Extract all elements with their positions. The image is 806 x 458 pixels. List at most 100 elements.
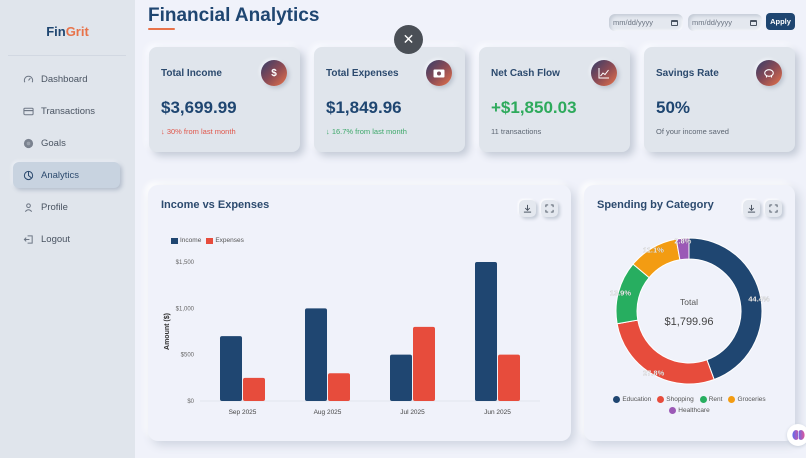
apply-button[interactable]: Apply [766, 13, 795, 30]
y-tick-label: $0 [187, 399, 194, 405]
bar-income[interactable] [305, 308, 327, 401]
sidebar-item-label: Dashboard [41, 73, 88, 85]
bar-income[interactable] [220, 336, 242, 401]
stat-card-net-cash-flow: Net Cash Flow +$1,850.03 11 transactions [479, 47, 630, 152]
bar-expenses[interactable] [413, 326, 435, 401]
x-tick-label: Sep 2025 [229, 409, 257, 416]
legend-item-groceries[interactable]: Groceries [728, 396, 766, 403]
slice-label: 13.9% [610, 289, 632, 298]
close-button[interactable]: ✕ [394, 25, 423, 54]
sidebar-item-label: Profile [41, 201, 68, 213]
y-axis-label: Amount ($) [164, 313, 171, 350]
sidebar-item-goals[interactable]: Goals [13, 130, 120, 156]
page-title: Financial Analytics [148, 5, 320, 26]
legend-label: Shopping [666, 396, 694, 403]
bar-expenses[interactable] [328, 373, 350, 401]
dollar-icon: $ [261, 60, 287, 86]
donut-slice-healthcare[interactable] [675, 237, 690, 261]
end-date-placeholder: mm/dd/yyyy [692, 18, 733, 27]
download-button[interactable] [519, 200, 536, 217]
piggy-bank-icon [756, 60, 782, 86]
sidebar: FinGrit Dashboard Transactions Goals Ana [0, 0, 135, 458]
sidebar-item-dashboard[interactable]: Dashboard [13, 66, 120, 92]
sidebar-nav: Dashboard Transactions Goals Analytics P… [13, 66, 120, 258]
app-logo[interactable]: FinGrit [0, 24, 135, 39]
target-icon [22, 137, 34, 149]
panel-title: Income vs Expenses [161, 199, 270, 211]
download-button[interactable] [743, 200, 760, 217]
spending-donut-chart: 44.4% 27.8% 13.9% 11.1% 2.8% Total $1,799.96 [610, 236, 770, 385]
donut-slice-education[interactable] [688, 237, 763, 381]
start-date-input[interactable]: mm/dd/yyyy [609, 14, 683, 31]
dollar-glyph: $ [271, 67, 277, 79]
x-tick-label: Jul 2025 [400, 409, 425, 416]
sidebar-item-label: Logout [41, 233, 71, 245]
panel-title: Spending by Category [597, 199, 714, 211]
sidebar-item-label: Analytics [41, 169, 80, 181]
bar-chart-legend: Income Expenses [171, 237, 249, 244]
logout-icon [22, 233, 34, 245]
legend-label: Rent [708, 396, 723, 403]
legend-item-income[interactable]: Income [171, 237, 201, 244]
stat-change: ↓ 30% from last month [161, 127, 236, 136]
assistant-button[interactable] [787, 424, 806, 446]
stat-card-total-expenses: Total Expenses $1,849.96 ↓ 16.7% from la… [314, 47, 465, 152]
money-bill-icon [426, 60, 452, 86]
x-tick-label: Aug 2025 [314, 409, 342, 416]
logo-grit: Grit [65, 24, 89, 39]
spending-by-category-panel: Spending by Category 44.4% 27.8% 13.9% 11.1… [584, 185, 795, 441]
sidebar-divider [8, 55, 126, 56]
legend-label: Healthcare [678, 407, 710, 414]
donut-center-label: Total [680, 297, 698, 307]
end-date-input[interactable]: mm/dd/yyyy [688, 14, 762, 31]
stat-value: 50% [656, 98, 691, 117]
calendar-icon[interactable] [671, 19, 678, 26]
legend-label: Education [622, 396, 652, 403]
bar-income[interactable] [475, 262, 497, 401]
stat-label: Savings Rate [656, 68, 719, 79]
legend-label: Income [180, 237, 202, 244]
sidebar-item-logout[interactable]: Logout [13, 226, 120, 252]
legend-item-rent[interactable]: Rent [699, 396, 723, 403]
sidebar-item-profile[interactable]: Profile [13, 194, 120, 220]
bar-income[interactable] [390, 354, 412, 401]
stat-label: Total Income [161, 68, 222, 79]
stat-change: ↓ 16.7% from last month [326, 127, 407, 136]
legend-item-healthcare[interactable]: Healthcare [669, 407, 710, 414]
donut-legend: Education Shopping Rent Groceries Health… [584, 396, 795, 418]
fullscreen-button[interactable] [765, 200, 782, 217]
line-chart-icon [591, 60, 617, 86]
credit-card-icon [22, 105, 34, 117]
calendar-icon[interactable] [750, 19, 757, 26]
stat-label: Total Expenses [326, 68, 399, 79]
logo-fin: Fin [46, 24, 66, 39]
donut-slice-shopping[interactable] [616, 319, 715, 385]
fullscreen-button[interactable] [541, 200, 558, 217]
title-underline [148, 28, 175, 30]
user-icon [22, 201, 34, 213]
stat-card-total-income: Total Income $ $3,699.99 ↓ 30% from last… [149, 47, 300, 152]
download-icon [523, 204, 532, 213]
stat-sub: 11 transactions [491, 127, 542, 136]
legend-label: Expenses [215, 237, 244, 244]
stat-value: +$1,850.03 [491, 98, 577, 117]
stat-label: Net Cash Flow [491, 68, 560, 79]
bar-expenses[interactable] [498, 354, 520, 401]
legend-item-education[interactable]: Education [613, 396, 651, 403]
y-tick-label: $500 [181, 353, 195, 359]
y-tick-label: $1,500 [176, 260, 195, 266]
donut-center-value: $1,799.96 [665, 316, 714, 328]
start-date-placeholder: mm/dd/yyyy [613, 18, 654, 27]
legend-item-shopping[interactable]: Shopping [657, 396, 694, 403]
stat-value: $1,849.96 [326, 98, 402, 117]
sidebar-item-label: Transactions [41, 105, 96, 117]
legend-item-expenses[interactable]: Expenses [206, 237, 244, 244]
bar-expenses[interactable] [243, 377, 265, 401]
brain-icon [791, 430, 805, 440]
pie-chart-icon [22, 169, 34, 181]
stat-value: $3,699.99 [161, 98, 237, 117]
sidebar-item-analytics[interactable]: Analytics [13, 162, 120, 188]
slice-label: 11.1% [643, 246, 664, 255]
sidebar-item-transactions[interactable]: Transactions [13, 98, 120, 124]
download-icon [747, 204, 756, 213]
